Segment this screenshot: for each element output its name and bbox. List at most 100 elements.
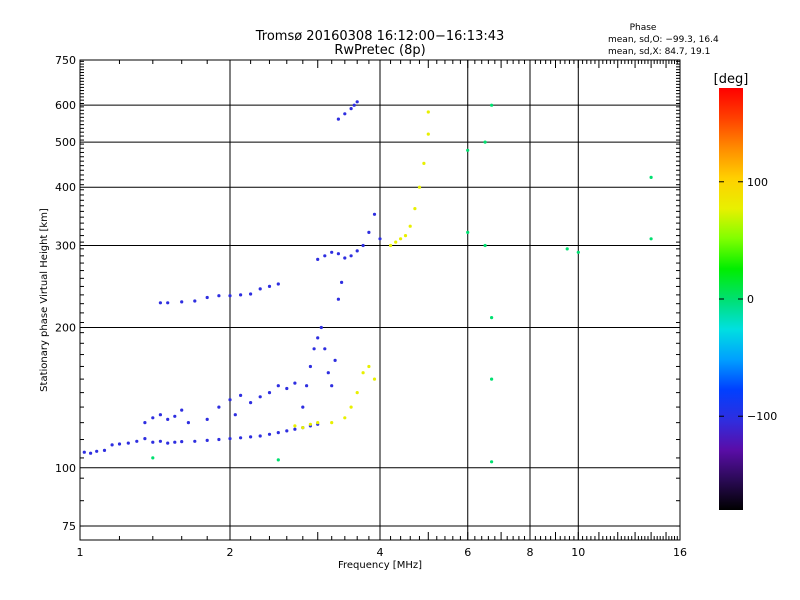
data-point (483, 140, 487, 144)
data-point (301, 426, 305, 430)
data-point (180, 300, 184, 304)
data-point (367, 364, 371, 369)
data-point (490, 460, 494, 464)
data-point (352, 103, 356, 107)
y-tick-label: 200 (55, 322, 76, 335)
phase-stats-title: Phase (630, 23, 657, 33)
data-point (466, 148, 470, 152)
data-point (349, 405, 353, 409)
data-point (217, 294, 221, 298)
data-point (135, 439, 139, 443)
data-point (417, 185, 422, 189)
data-point (308, 364, 312, 369)
y-axis-label: Stationary phase Virtual Height [km] (39, 208, 50, 392)
data-point (151, 416, 155, 420)
data-point (186, 421, 190, 425)
data-point (316, 336, 320, 340)
data-point (267, 391, 272, 395)
data-point (158, 301, 162, 305)
data-point (312, 347, 316, 351)
data-point (355, 391, 359, 395)
data-point (228, 437, 232, 441)
data-point (426, 132, 430, 136)
data-point (372, 212, 377, 216)
x-tick-label: 8 (527, 546, 534, 559)
data-point (267, 284, 272, 288)
data-point (166, 301, 170, 305)
data-point (276, 384, 280, 388)
data-point (293, 424, 297, 428)
data-point (316, 421, 320, 425)
data-point (228, 398, 232, 402)
data-point (408, 224, 412, 228)
data-point (143, 437, 147, 441)
data-point (349, 254, 353, 258)
data-point (361, 371, 365, 375)
data-point (143, 421, 147, 425)
data-point (490, 316, 494, 320)
data-point (336, 297, 340, 301)
data-point (217, 405, 221, 409)
data-point (565, 247, 569, 251)
y-tick-label: 400 (55, 181, 76, 194)
data-point (394, 240, 398, 244)
x-tick-label: 10 (571, 546, 585, 559)
y-tick-label: 500 (55, 136, 76, 149)
data-point (649, 175, 653, 179)
data-point (330, 421, 334, 425)
data-point (330, 250, 334, 254)
data-point (293, 381, 297, 385)
data-point (490, 103, 494, 107)
data-point (217, 437, 221, 442)
y-tick-label: 100 (55, 462, 76, 475)
data-point (276, 282, 280, 286)
data-point (649, 237, 653, 241)
x-tick-label: 2 (227, 546, 234, 559)
data-point (413, 207, 417, 211)
data-point (316, 257, 320, 261)
data-point (355, 100, 359, 104)
data-point (180, 440, 184, 444)
phase-stats-o: mean, sd,O: −99.3, 16.4 (608, 35, 719, 45)
colorbar-tick-label: −100 (747, 410, 777, 423)
data-point (193, 439, 197, 443)
data-point (308, 422, 312, 426)
data-point (333, 358, 337, 362)
data-point (228, 294, 232, 298)
data-point (361, 243, 365, 248)
x-tick-label: 16 (673, 546, 687, 559)
data-point (285, 429, 289, 433)
data-point (180, 408, 184, 412)
x-tick-labels: 1 2 4 6 8 10 16 (77, 546, 688, 559)
data-point (301, 405, 305, 409)
data-point (205, 417, 209, 421)
y-tick-label: 600 (55, 99, 76, 112)
grid-lines (80, 60, 680, 540)
data-point (323, 254, 327, 258)
data-point (239, 293, 243, 297)
data-point (89, 451, 93, 455)
data-point (110, 443, 114, 447)
chart-title: Tromsø 20160308 16:12:00−16:13:43 (255, 29, 505, 44)
data-point (343, 112, 347, 116)
data-point (355, 249, 359, 253)
data-point (205, 438, 209, 442)
data-points (82, 100, 653, 464)
data-point (336, 252, 340, 256)
data-point (258, 395, 262, 399)
colorbar-label: [deg] (714, 72, 749, 87)
colorbar-tick-label: 0 (747, 293, 754, 306)
data-point (576, 250, 580, 254)
data-point (330, 384, 334, 388)
x-tick-label: 6 (464, 546, 471, 559)
data-point (173, 440, 177, 444)
data-point (233, 413, 237, 417)
data-point (276, 431, 280, 435)
data-point (276, 458, 280, 462)
data-point (239, 436, 243, 440)
data-point (326, 371, 330, 375)
data-point (336, 117, 340, 121)
data-point (126, 441, 130, 445)
data-point (293, 427, 297, 431)
